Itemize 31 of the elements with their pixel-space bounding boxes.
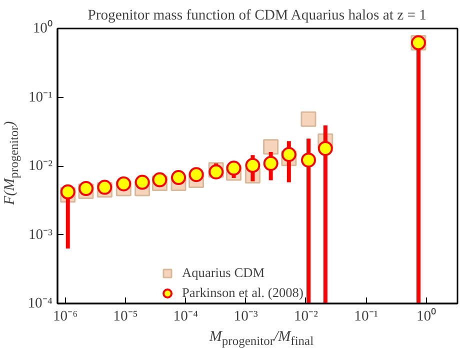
point (116, 176, 132, 192)
point (263, 139, 279, 155)
legend-label: Aquarius CDM (182, 265, 265, 281)
x-tick-label: 10⁻⁵ (113, 308, 138, 324)
x-axis-title: M$_{progenitor}$/M$_{final}$ (209, 329, 314, 348)
y-tick-label: 10⁻⁴ (28, 296, 53, 312)
point (281, 147, 296, 162)
point (300, 111, 316, 127)
point (245, 158, 260, 173)
x-tick-label: 10⁰ (416, 308, 436, 324)
y-tick-label: 10⁻¹ (28, 89, 53, 106)
point (152, 172, 168, 188)
point (263, 156, 278, 171)
point (134, 174, 150, 190)
point (60, 184, 76, 200)
y-tick-label: 10⁰ (32, 20, 52, 36)
point (318, 140, 333, 156)
x-tick-label: 10⁻⁴ (173, 308, 198, 324)
y-tick-label: 10⁻² (28, 158, 54, 174)
legend-label: Parkinson et al. (2008) (182, 285, 304, 301)
point (97, 180, 112, 195)
point (188, 167, 204, 182)
chart-title: Progenitor mass function of CDM Aquarius halos at z = 1 (88, 8, 427, 24)
point (171, 170, 186, 185)
point (226, 160, 242, 176)
x-tick-label: 10⁻³ (234, 308, 258, 324)
x-tick-label: 10⁻⁶ (52, 308, 78, 324)
x-tick-label: 10⁻² (294, 308, 319, 324)
y-tick-label: 10⁻³ (28, 226, 54, 243)
point (300, 152, 316, 168)
x-tick-label: 10⁻¹ (354, 308, 378, 324)
